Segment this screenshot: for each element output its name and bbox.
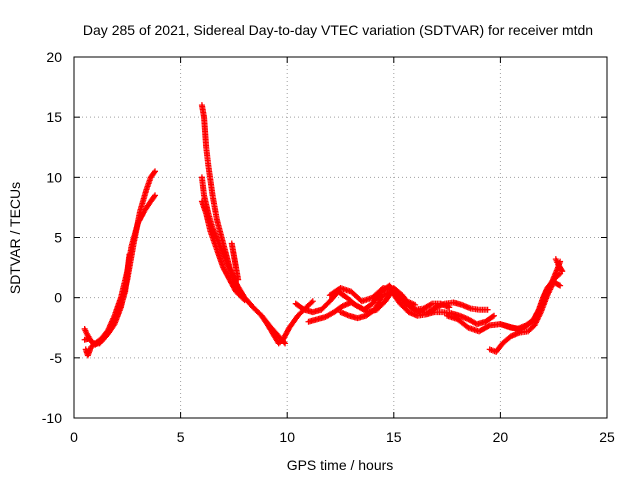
- grid-lines: [74, 57, 607, 418]
- series-trace-pass-6: [199, 199, 247, 302]
- x-tick-label: 25: [599, 429, 615, 445]
- axis-ticks: [73, 56, 608, 419]
- series-pass-14: [497, 258, 564, 332]
- x-tick-label: 5: [177, 429, 185, 445]
- series-trace-pass-14: [498, 260, 563, 332]
- series-trace-pass-3: [83, 252, 133, 347]
- series-trace-pass-2: [83, 193, 158, 358]
- y-tick-label: 0: [54, 290, 62, 306]
- series-pass-10: [337, 288, 498, 328]
- y-tick-label: -5: [50, 350, 63, 366]
- y-tick-label: 20: [46, 49, 62, 65]
- plot-frame: [73, 56, 608, 419]
- y-axis-label: SDTVAR / TECUs: [7, 182, 23, 294]
- y-tick-label: -10: [42, 410, 62, 426]
- x-tick-label: 20: [493, 429, 509, 445]
- series-trace-pass-15: [553, 257, 565, 273]
- series-pass-3: [81, 251, 133, 347]
- series-trace-pass-10: [338, 289, 496, 327]
- x-tick-labels: 0 5 10 15 20 25: [70, 429, 615, 445]
- series-pass-7: [228, 240, 242, 283]
- series-pass-11: [326, 285, 419, 308]
- x-tick-label: 0: [70, 429, 78, 445]
- data-points: [81, 102, 566, 359]
- series-pass-13: [486, 279, 564, 355]
- x-tick-label: 10: [279, 429, 295, 445]
- x-axis-label: GPS time / hours: [287, 457, 394, 473]
- y-tick-label: 10: [46, 169, 62, 185]
- y-tick-labels: -10 -5 0 5 10 15 20: [42, 49, 62, 426]
- chart-title: Day 285 of 2021, Sidereal Day-to-day VTE…: [83, 22, 593, 38]
- series-pass-2: [82, 192, 159, 359]
- series-trace-pass-11: [328, 285, 417, 308]
- series-trace-pass-1: [82, 169, 158, 347]
- series-trace-pass-7: [229, 242, 241, 282]
- y-tick-label: 5: [54, 230, 62, 246]
- series-pass-6: [198, 198, 248, 304]
- series-pass-1: [81, 168, 159, 348]
- x-tick-label: 15: [386, 429, 402, 445]
- y-tick-label: 15: [46, 109, 62, 125]
- series-pass-15: [552, 256, 566, 275]
